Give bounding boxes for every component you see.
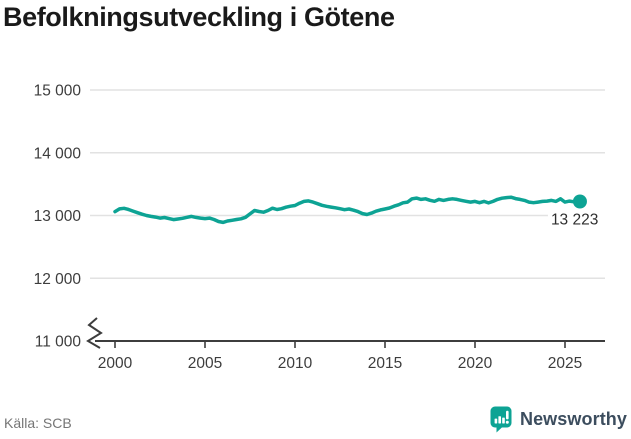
newsworthy-logo[interactable]: Newsworthy: [490, 406, 627, 433]
end-point-marker: [572, 194, 587, 209]
page-title: Befolkningsutveckling i Götene: [3, 2, 395, 32]
y-tick-label: 11 000: [35, 334, 82, 351]
source-note: Källa: SCB: [4, 415, 72, 431]
y-tick-label: 13 000: [34, 208, 82, 225]
y-tick-label: 15 000: [34, 83, 82, 100]
population-line: [113, 195, 582, 225]
y-tick-label: 14 000: [34, 145, 82, 162]
end-point-label: 13 223: [551, 212, 598, 229]
x-tick-label: 2000: [98, 355, 133, 372]
x-tick-label: 2015: [368, 355, 402, 372]
y-tick-label: 12 000: [34, 271, 82, 288]
x-tick-label: 2005: [188, 355, 222, 372]
end-label-backdrop: [547, 205, 614, 230]
newsworthy-wordmark: Newsworthy: [519, 409, 627, 429]
x-tick-label: 2025: [548, 355, 582, 372]
axis-break-icon: [86, 317, 103, 349]
x-tick-label: 2010: [278, 355, 313, 372]
x-tick-label: 2020: [458, 355, 493, 372]
newsworthy-logo-icon: [490, 406, 512, 433]
